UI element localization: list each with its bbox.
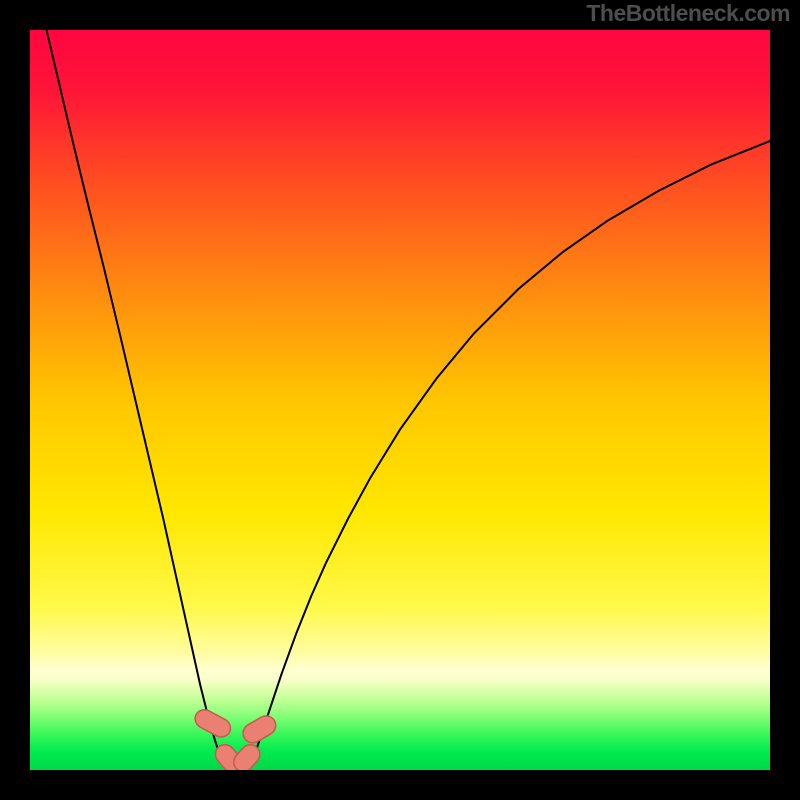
watermark-text: TheBottleneck.com <box>586 0 790 27</box>
plot-area <box>30 30 770 770</box>
gradient-background <box>30 30 770 770</box>
plot-svg <box>30 30 770 770</box>
